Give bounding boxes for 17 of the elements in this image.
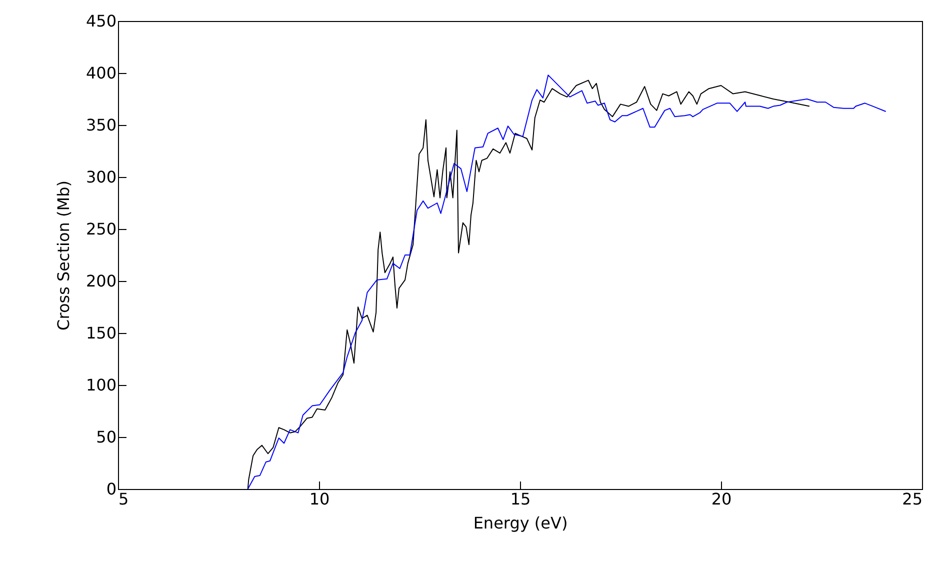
y-tick-label: 50 — [96, 428, 116, 446]
y-tick-label: 200 — [86, 272, 116, 290]
x-tick-label: 25 — [902, 490, 922, 508]
y-tick-label: 300 — [86, 168, 116, 186]
x-tick-label: 5 — [118, 490, 129, 508]
y-tick-label: 450 — [86, 12, 116, 30]
x-axis-title: Energy (eV) — [473, 514, 568, 532]
x-tick-label: 15 — [510, 490, 531, 508]
y-tick-label: 350 — [86, 116, 116, 134]
x-tick-label: 20 — [711, 490, 732, 508]
x-tick-label: 10 — [309, 490, 330, 508]
y-tick-label: 400 — [86, 64, 116, 82]
y-axis-title: Cross Section (Mb) — [54, 180, 73, 330]
y-tick-label: 150 — [86, 324, 116, 342]
y-tick-label: 250 — [86, 220, 116, 238]
y-tick-label: 0 — [106, 480, 116, 498]
y-tick-label: 100 — [86, 376, 116, 394]
